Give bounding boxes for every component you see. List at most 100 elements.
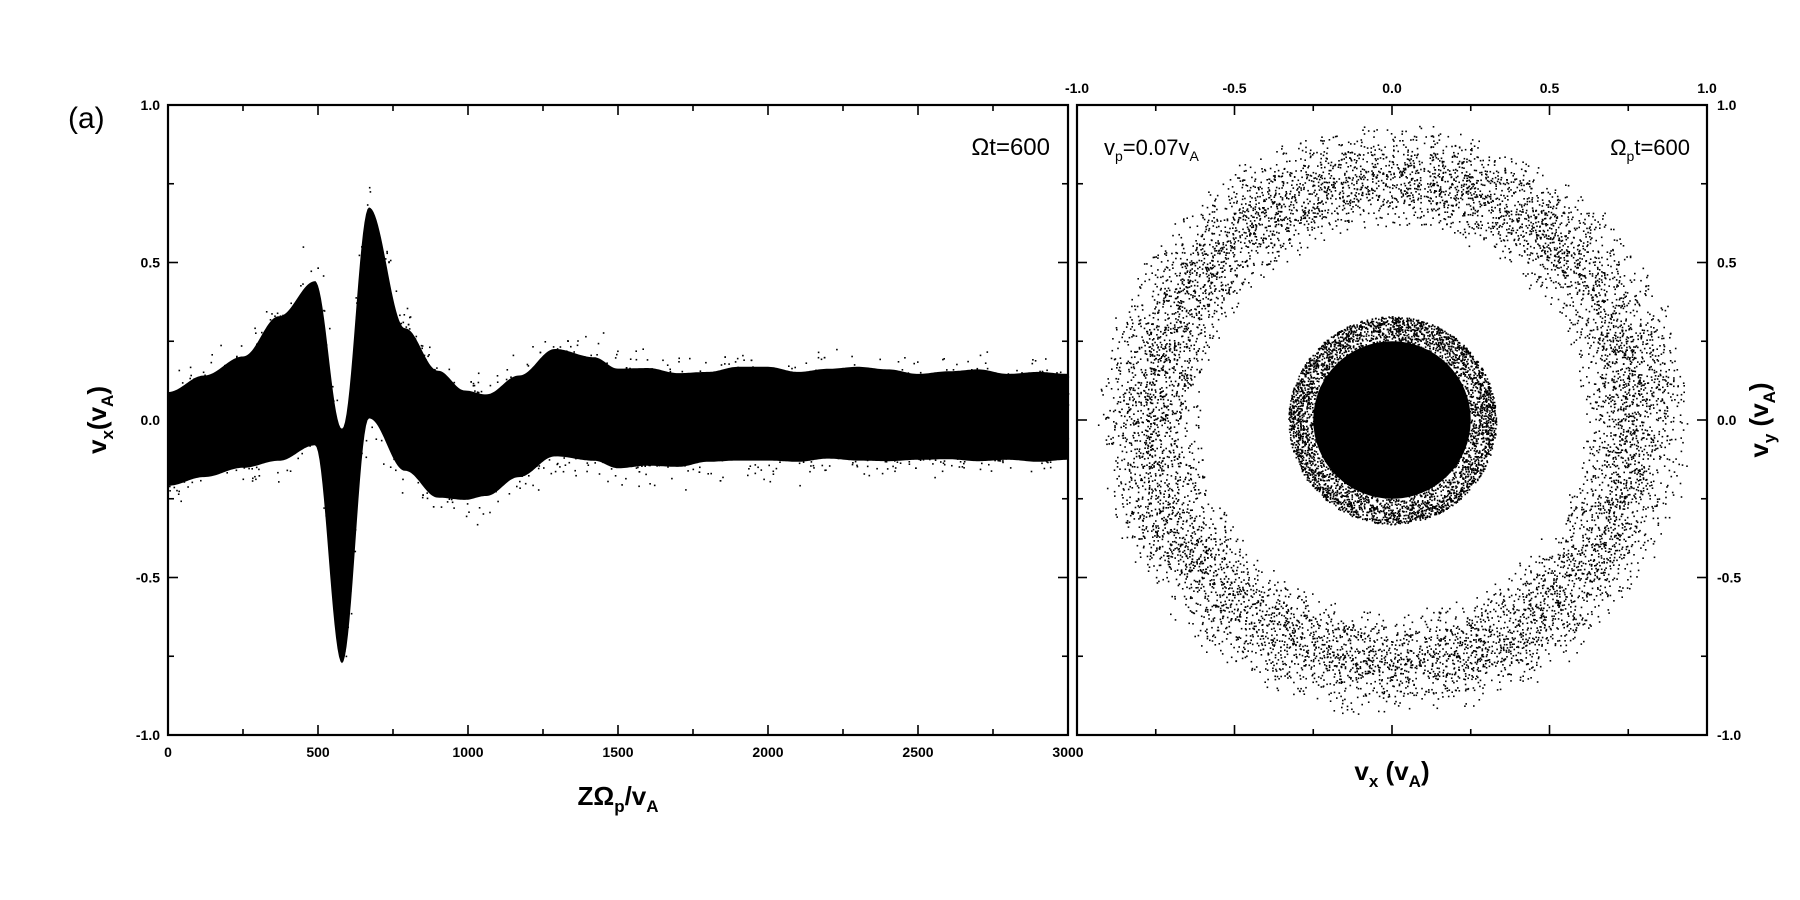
left-point bbox=[398, 372, 401, 374]
left-point bbox=[642, 437, 645, 440]
left-point bbox=[778, 440, 780, 443]
left-point bbox=[292, 339, 295, 341]
left-point bbox=[312, 345, 315, 348]
left-point bbox=[636, 384, 638, 387]
left-point bbox=[1020, 400, 1023, 402]
left-point bbox=[473, 443, 476, 445]
left-point bbox=[979, 354, 982, 357]
left-point bbox=[1016, 429, 1018, 432]
left-point bbox=[189, 404, 191, 407]
left-point bbox=[656, 407, 659, 410]
left-point bbox=[421, 448, 423, 451]
left-point bbox=[359, 302, 362, 305]
left-point bbox=[292, 360, 295, 362]
left-point bbox=[469, 468, 472, 471]
left-point bbox=[786, 417, 789, 420]
left-point bbox=[726, 420, 729, 423]
left-point bbox=[373, 398, 375, 401]
left-point bbox=[492, 471, 494, 473]
left-point bbox=[272, 363, 274, 366]
left-point bbox=[882, 400, 884, 402]
left-point bbox=[780, 450, 783, 453]
left-point bbox=[305, 337, 307, 339]
left-point bbox=[1006, 438, 1009, 440]
left-point bbox=[989, 422, 991, 424]
left-point bbox=[327, 461, 330, 463]
left-point bbox=[427, 355, 429, 358]
left-point bbox=[736, 395, 739, 398]
left-point bbox=[922, 406, 924, 409]
left-point bbox=[560, 412, 563, 414]
left-point bbox=[786, 457, 788, 460]
left-point bbox=[811, 441, 813, 443]
left-point bbox=[799, 378, 801, 381]
left-point bbox=[550, 423, 553, 425]
left-point bbox=[209, 440, 212, 443]
left-point bbox=[852, 392, 854, 395]
left-point bbox=[265, 445, 268, 447]
left-point bbox=[759, 428, 762, 430]
left-point bbox=[276, 419, 278, 421]
left-point bbox=[341, 615, 343, 618]
left-point bbox=[352, 435, 355, 437]
left-point bbox=[623, 413, 625, 415]
left-point bbox=[629, 436, 631, 438]
left-point bbox=[559, 396, 562, 399]
left-point bbox=[505, 411, 507, 413]
left-point bbox=[345, 552, 347, 555]
left-point bbox=[170, 425, 173, 427]
left-point bbox=[313, 322, 315, 325]
left-point bbox=[745, 414, 748, 417]
left-point bbox=[250, 395, 252, 398]
left-point bbox=[205, 397, 208, 399]
left-point bbox=[800, 384, 803, 386]
left-point bbox=[502, 438, 505, 441]
left-point bbox=[761, 402, 763, 404]
left-point bbox=[567, 421, 570, 424]
left-point bbox=[513, 419, 515, 422]
left-point bbox=[245, 397, 247, 399]
left-point bbox=[661, 455, 664, 458]
left-point bbox=[730, 419, 732, 422]
left-point bbox=[228, 435, 230, 437]
left-point bbox=[1037, 418, 1039, 421]
left-point bbox=[209, 417, 211, 420]
left-point bbox=[685, 449, 687, 451]
left-point bbox=[706, 392, 708, 395]
left-point bbox=[548, 442, 550, 444]
left-point bbox=[188, 432, 190, 435]
left-point bbox=[815, 413, 818, 416]
left-point bbox=[406, 361, 408, 364]
left-point bbox=[740, 395, 742, 397]
left-point bbox=[702, 454, 704, 456]
left-point bbox=[752, 366, 754, 368]
left-point bbox=[512, 405, 515, 408]
left-point bbox=[383, 403, 385, 405]
left-point bbox=[643, 443, 645, 446]
left-point bbox=[433, 476, 436, 478]
left-point bbox=[655, 423, 658, 426]
left-point bbox=[475, 446, 478, 449]
left-point bbox=[210, 403, 212, 406]
left-point bbox=[372, 315, 375, 318]
left-point bbox=[730, 447, 733, 450]
left-point bbox=[1032, 359, 1034, 361]
left-point bbox=[1007, 435, 1009, 438]
left-point bbox=[488, 441, 490, 443]
left-point bbox=[732, 422, 734, 424]
left-point bbox=[462, 441, 465, 443]
left-point bbox=[656, 443, 659, 446]
left-point bbox=[189, 416, 191, 419]
left-point bbox=[240, 345, 243, 347]
left-point bbox=[401, 404, 403, 406]
left-point bbox=[320, 372, 322, 374]
left-point bbox=[696, 435, 699, 437]
left-point bbox=[557, 453, 559, 455]
left-point bbox=[1060, 394, 1062, 396]
left-point bbox=[243, 467, 246, 469]
left-point bbox=[1028, 379, 1030, 381]
left-point bbox=[985, 444, 987, 447]
left-point bbox=[724, 456, 727, 458]
left-point bbox=[416, 394, 418, 396]
left-point bbox=[451, 423, 454, 425]
